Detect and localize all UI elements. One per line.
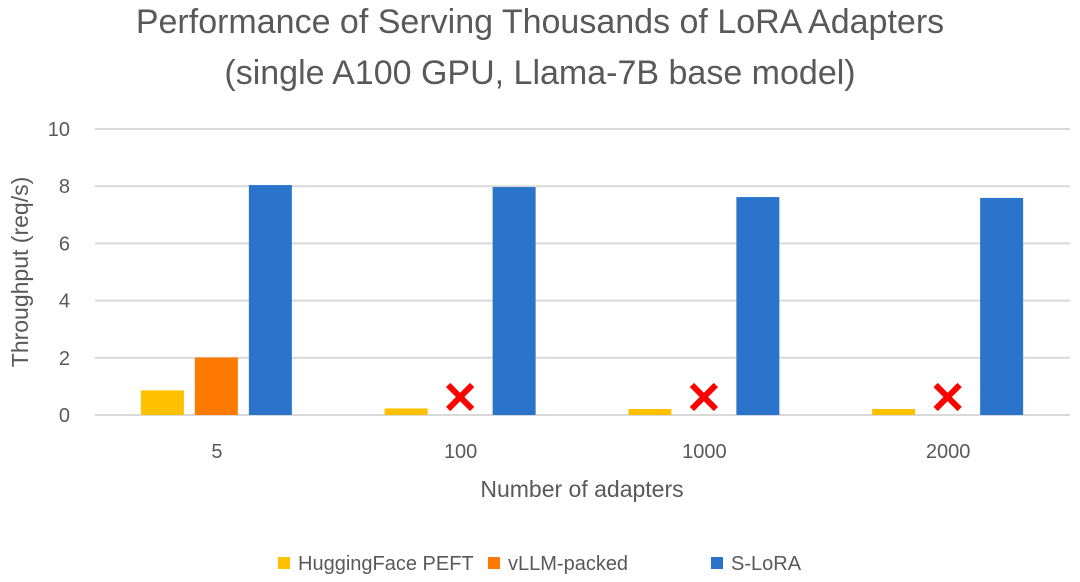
y-tick-label: 8 <box>59 176 70 198</box>
y-axis-label: Throughput (req/s) <box>7 177 33 367</box>
chart-title: Performance of Serving Thousands of LoRA… <box>136 3 944 41</box>
y-tick-label: 2 <box>59 348 70 370</box>
legend-swatch <box>488 557 500 569</box>
bar-s-lora-5 <box>248 185 292 415</box>
x-tick-label: 100 <box>444 441 477 463</box>
bar-s-lora-1000 <box>736 197 780 415</box>
bar-vllm-packed-5 <box>194 357 238 415</box>
legend-swatch <box>278 557 290 569</box>
bar-s-lora-100 <box>492 187 536 415</box>
legend-label: HuggingFace PEFT <box>298 553 474 575</box>
y-tick-label: 10 <box>48 119 70 141</box>
x-tick-label: 5 <box>211 441 222 463</box>
legend-label: S-LoRA <box>731 553 802 575</box>
failed-x-icon <box>446 382 475 412</box>
failed-x-icon <box>689 382 718 412</box>
legend-swatch <box>711 557 723 569</box>
x-axis-label: Number of adapters <box>480 476 683 502</box>
chart-subtitle: (single A100 GPU, Llama-7B base model) <box>224 54 855 92</box>
bar-huggingface-peft-2000 <box>872 408 916 415</box>
x-tick-label: 1000 <box>682 441 727 463</box>
y-tick-label: 4 <box>59 291 70 313</box>
bar-huggingface-peft-5 <box>140 390 184 415</box>
legend-label: vLLM-packed <box>508 553 628 575</box>
bar-huggingface-peft-1000 <box>628 408 672 415</box>
bar-huggingface-peft-100 <box>384 408 428 415</box>
bar-s-lora-2000 <box>980 197 1024 415</box>
failed-x-icon <box>933 382 962 412</box>
y-tick-label: 6 <box>59 233 70 255</box>
y-tick-label: 0 <box>59 405 70 427</box>
x-tick-label: 2000 <box>926 441 971 463</box>
